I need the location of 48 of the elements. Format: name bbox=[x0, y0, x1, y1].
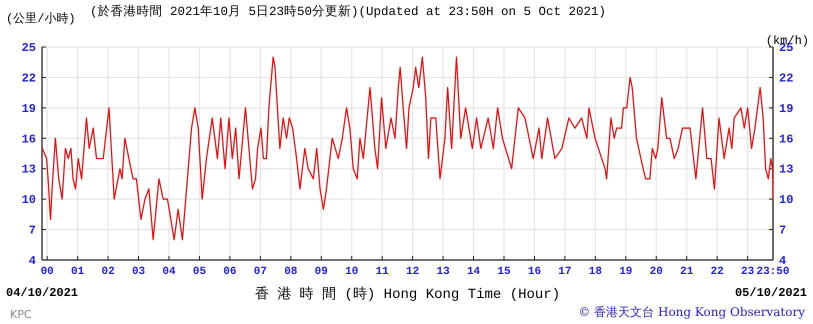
y2-tick-label: 13 bbox=[779, 162, 794, 177]
text: 05/10/2021 bbox=[734, 286, 807, 300]
x-tick-label: 23 bbox=[741, 266, 755, 278]
text: 04/10/2021 bbox=[6, 286, 78, 300]
y-tick-label: 4 bbox=[28, 254, 36, 268]
x-tick-label: 18 bbox=[588, 266, 602, 278]
y2-tick-label: 10 bbox=[779, 193, 794, 208]
x-tick-label: 03 bbox=[132, 266, 146, 278]
x-tick-label: 11 bbox=[376, 266, 390, 278]
x-tick-label: 05 bbox=[192, 266, 206, 278]
x-tick-label: 16 bbox=[528, 266, 542, 278]
y-tick-label: 25 bbox=[22, 41, 36, 55]
x-tick-label: 01 bbox=[71, 266, 85, 278]
y-tick-label: 22 bbox=[22, 71, 36, 86]
x-tick-label: 00 bbox=[40, 266, 54, 278]
x-tick-label: 06 bbox=[223, 266, 237, 278]
y-tick-label: 19 bbox=[22, 102, 36, 116]
y-axis-title: (公里/小時) bbox=[6, 12, 76, 26]
y-tick-label: 7 bbox=[28, 224, 36, 238]
x-tick-label: 21 bbox=[680, 266, 694, 278]
x-tick-label: 08 bbox=[284, 266, 298, 278]
y-tick-label: 16 bbox=[22, 132, 36, 146]
x-axis-title: 香 港 時 間 (時) Hong Kong Time (Hour) bbox=[254, 286, 560, 303]
x-tick-label: 14 bbox=[466, 266, 481, 278]
y2-tick-label: 22 bbox=[779, 71, 794, 86]
chart-title: (於香港時間 2021年10月 5日23時50分更新)(Updated at 23:50H on 5 Oct 2021) bbox=[90, 4, 606, 19]
x-tick-label: 04 bbox=[162, 266, 176, 278]
x-tick-label: 20 bbox=[650, 266, 663, 278]
x-tick-label: 22 bbox=[710, 266, 724, 278]
x-tick-label: 02 bbox=[101, 266, 115, 278]
x-tick-label: 10 bbox=[345, 266, 358, 278]
text: KPC bbox=[10, 308, 32, 321]
x-tick-label: 17 bbox=[558, 266, 572, 278]
y2-tick-label: 16 bbox=[779, 132, 794, 146]
text: © 香港天文台 Hong Kong Observatory bbox=[578, 305, 806, 319]
y2-tick-label: 19 bbox=[779, 102, 794, 116]
y2-tick-label: 7 bbox=[779, 224, 786, 238]
y-tick-label: 10 bbox=[22, 193, 36, 208]
x-tick-label: 19 bbox=[619, 266, 632, 278]
x-tick-label: 12 bbox=[406, 266, 420, 278]
x-tick-label: 15 bbox=[497, 266, 511, 278]
x-tick-label: 13 bbox=[436, 266, 450, 278]
y-tick-label: 13 bbox=[22, 162, 36, 177]
x-tick-label: 09 bbox=[314, 266, 328, 278]
x-tick-label: 23:50 bbox=[756, 266, 790, 278]
x-tick-label: 07 bbox=[254, 266, 267, 278]
y2-tick-label: 4 bbox=[779, 254, 786, 268]
line-series bbox=[42, 56, 774, 240]
